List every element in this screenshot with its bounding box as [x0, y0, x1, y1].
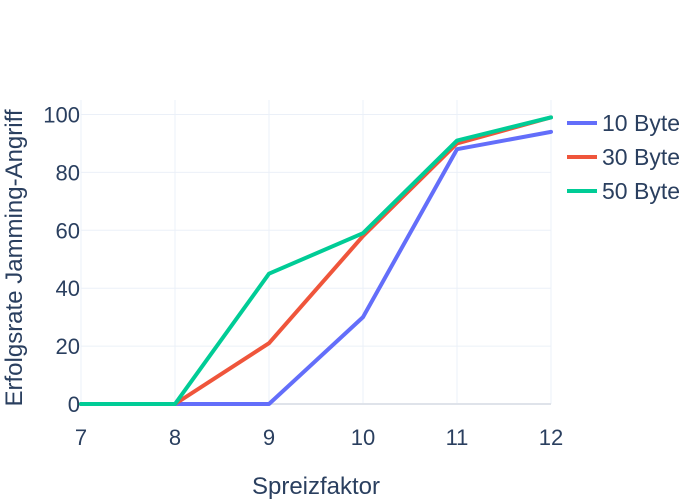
x-tick-label: 12 — [539, 425, 563, 450]
legend-label: 30 Byte — [602, 144, 680, 170]
x-tick-label: 8 — [169, 425, 181, 450]
series-line — [79, 115, 553, 406]
legend[interactable]: 10 Byte 30 Byte 50 Byte — [567, 110, 680, 204]
legend-item[interactable]: 10 Byte — [567, 110, 680, 136]
y-tick-label: 0 — [68, 392, 80, 417]
x-axis-ticks: 7 8 9 10 11 12 — [75, 425, 563, 450]
legend-item[interactable]: 50 Byte — [567, 178, 680, 204]
x-tick-label: 11 — [446, 425, 469, 450]
y-tick-label: 40 — [56, 276, 80, 301]
y-axis-title: Erfolgsrate Jamming-Angriff — [1, 109, 28, 406]
y-tick-label: 100 — [43, 102, 80, 127]
x-tick-label: 9 — [263, 425, 275, 450]
legend-label: 10 Byte — [602, 110, 680, 136]
x-tick-label: 10 — [351, 425, 375, 450]
x-tick-label: 7 — [75, 425, 87, 450]
legend-item[interactable]: 30 Byte — [567, 144, 680, 170]
y-axis-ticks: 0 20 40 60 80 100 — [43, 102, 80, 417]
x-axis-title: Spreizfaktor — [252, 473, 380, 500]
y-tick-label: 60 — [56, 218, 80, 243]
series-lines — [79, 115, 553, 406]
y-tick-label: 80 — [56, 160, 80, 185]
y-tick-label: 20 — [56, 334, 80, 359]
legend-label: 50 Byte — [602, 178, 680, 204]
